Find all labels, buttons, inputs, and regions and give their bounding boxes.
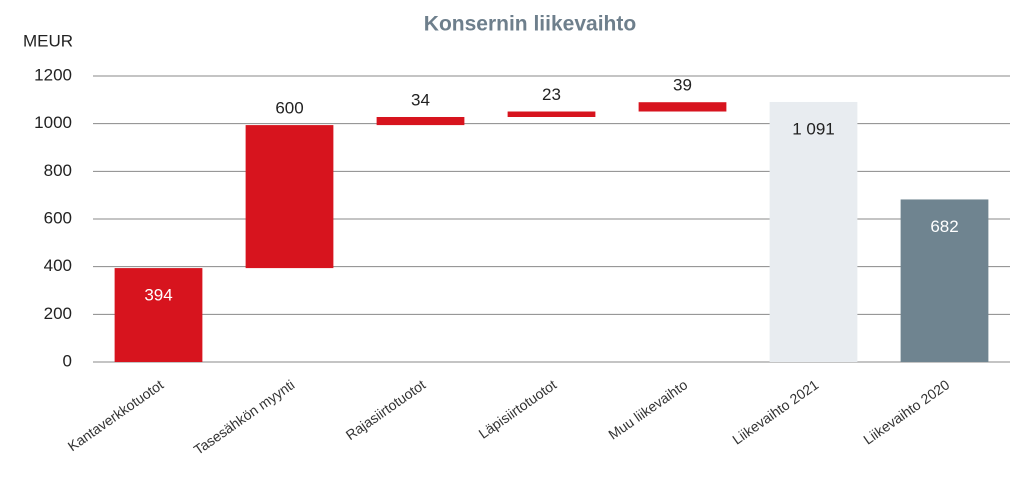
x-tick-label: Kantaverkkotuotot: [65, 376, 167, 454]
x-tick-label: Muu liikevaihto: [605, 376, 690, 442]
value-label: 394: [144, 286, 172, 305]
y-tick-label: 1000: [34, 113, 72, 132]
y-tick-label: 1200: [34, 65, 72, 84]
y-axis-label: MEUR: [23, 31, 73, 50]
value-label: 682: [930, 217, 958, 236]
chart-title: Konsernin liikevaihto: [424, 13, 636, 36]
value-label: 23: [542, 85, 561, 104]
x-tick-label: Läpisiirtotuotot: [476, 376, 560, 441]
y-tick-label: 400: [44, 256, 72, 275]
bar: [245, 125, 334, 269]
value-label: 600: [275, 99, 303, 118]
value-label: 34: [411, 90, 430, 109]
bar: [114, 268, 203, 362]
y-tick-label: 0: [63, 351, 72, 370]
x-tick-label: Liikevaihto 2021: [729, 376, 821, 447]
y-tick-label: 600: [44, 208, 72, 227]
x-tick-label: Rajasiirtotuotot: [343, 376, 429, 443]
bar: [900, 199, 989, 362]
y-tick-label: 800: [44, 161, 72, 180]
bar: [376, 116, 465, 126]
x-tick-label: Tasesähkön myynti: [191, 376, 298, 457]
y-tick-label: 200: [44, 304, 72, 323]
bar: [638, 102, 727, 112]
value-label: 1 091: [792, 119, 835, 138]
bar: [769, 101, 858, 362]
value-label: 39: [673, 76, 692, 95]
bar: [507, 111, 596, 117]
x-tick-label: Liikevaihto 2020: [860, 376, 952, 447]
